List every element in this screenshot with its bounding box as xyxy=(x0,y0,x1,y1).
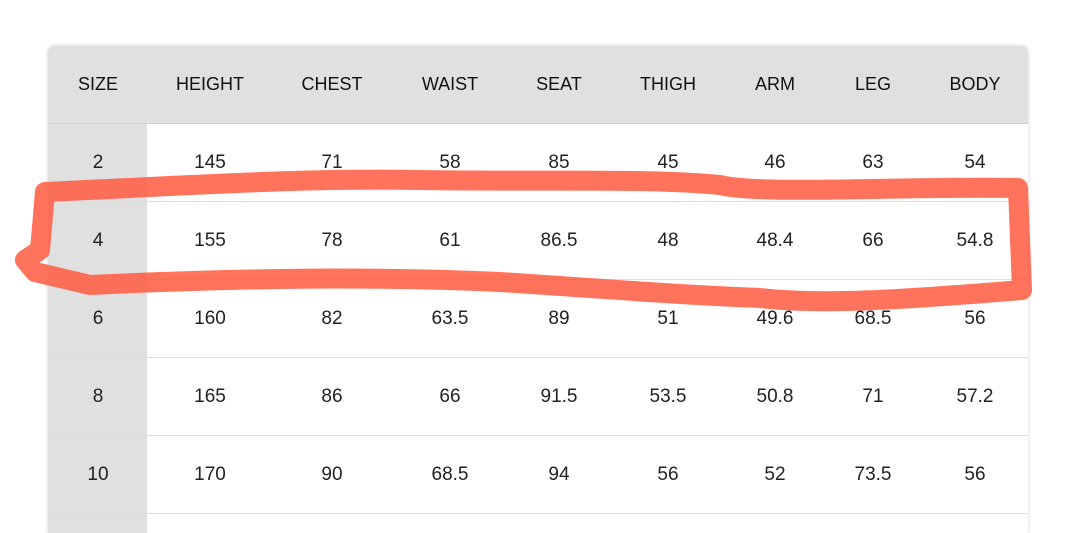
column-header-arm: ARM xyxy=(755,74,795,94)
column-header-leg: LEG xyxy=(854,74,892,94)
measurement-cell: 45 xyxy=(657,152,679,173)
measurement-cell: 56 xyxy=(964,308,986,329)
measurement-cell: 54 xyxy=(964,152,986,173)
measurement-cell: 71 xyxy=(862,386,884,407)
measurement-cell: 68.5 xyxy=(431,464,469,485)
measurement-cell: 89 xyxy=(548,308,570,329)
measurement-cell: 90 xyxy=(321,464,343,485)
measurement-cell: 50.8 xyxy=(756,386,794,407)
measurement-cell: 82 xyxy=(321,308,343,329)
size-chart-table: SIZE HEIGHT CHEST WAIST SEAT THIGH ARM LEG BODY … xyxy=(48,46,1028,533)
measurement-cell: 48.4 xyxy=(756,230,794,251)
measurement-cell: 66 xyxy=(862,230,884,251)
measurement-cell: 53.5 xyxy=(649,386,687,407)
column-header-seat: SEAT xyxy=(536,74,582,94)
table-row-partial xyxy=(48,514,1028,533)
measurement-cell: 61 xyxy=(439,230,461,251)
table-row: 2 145 71 58 85 45 46 63 54 xyxy=(48,124,1028,202)
measurement-cell: 73.5 xyxy=(854,464,892,485)
measurement-cell: 56 xyxy=(657,464,679,485)
column-header-size: SIZE xyxy=(77,74,118,94)
table-row: 8 165 86 66 91.5 53.5 50.8 71 57.2 xyxy=(48,358,1028,436)
column-header-thigh: THIGH xyxy=(640,74,696,94)
measurement-cell: 78 xyxy=(321,230,343,251)
size-cell: 2 xyxy=(92,152,104,173)
measurement-cell: 165 xyxy=(194,386,226,407)
size-cell: 10 xyxy=(87,464,109,485)
measurement-cell: 94 xyxy=(548,464,570,485)
table-row: 10 170 90 68.5 94 56 52 73.5 56 xyxy=(48,436,1028,514)
column-header-chest: CHEST xyxy=(301,74,363,94)
measurement-cell: 63 xyxy=(862,152,884,173)
measurement-cell: 56 xyxy=(964,464,986,485)
measurement-cell: 46 xyxy=(764,152,786,173)
measurement-cell: 86.5 xyxy=(540,230,578,251)
measurement-cell: 54.8 xyxy=(956,230,994,251)
column-header-body: BODY xyxy=(949,74,1001,94)
measurement-cell: 51 xyxy=(657,308,679,329)
measurement-cell: 160 xyxy=(194,308,226,329)
measurement-cell: 91.5 xyxy=(540,386,578,407)
measurement-cell: 63.5 xyxy=(431,308,469,329)
table-header: SIZE HEIGHT CHEST WAIST SEAT THIGH ARM LEG BODY xyxy=(48,46,1028,124)
table-row: 4 155 78 61 86.5 48 48.4 66 54.8 xyxy=(48,202,1028,280)
measurement-cell: 155 xyxy=(194,230,226,251)
table-row: 6 160 82 63.5 89 51 49.6 68.5 56 xyxy=(48,280,1028,358)
measurement-cell: 48 xyxy=(657,230,679,251)
measurement-cell: 57.2 xyxy=(956,386,994,407)
size-cell: 8 xyxy=(92,386,104,407)
measurement-cell: 58 xyxy=(439,152,461,173)
measurement-cell: 145 xyxy=(194,152,226,173)
measurement-cell: 49.6 xyxy=(756,308,794,329)
measurement-cell: 68.5 xyxy=(854,308,892,329)
size-cell: 6 xyxy=(92,308,104,329)
measurement-cell: 170 xyxy=(194,464,226,485)
column-header-waist: WAIST xyxy=(421,74,479,94)
measurement-cell: 71 xyxy=(321,152,343,173)
column-header-height: HEIGHT xyxy=(175,74,244,94)
measurement-cell: 85 xyxy=(548,152,570,173)
measurement-cell: 86 xyxy=(321,386,343,407)
measurement-cell: 52 xyxy=(764,464,786,485)
size-cell: 4 xyxy=(92,230,104,251)
measurement-cell: 66 xyxy=(439,386,461,407)
